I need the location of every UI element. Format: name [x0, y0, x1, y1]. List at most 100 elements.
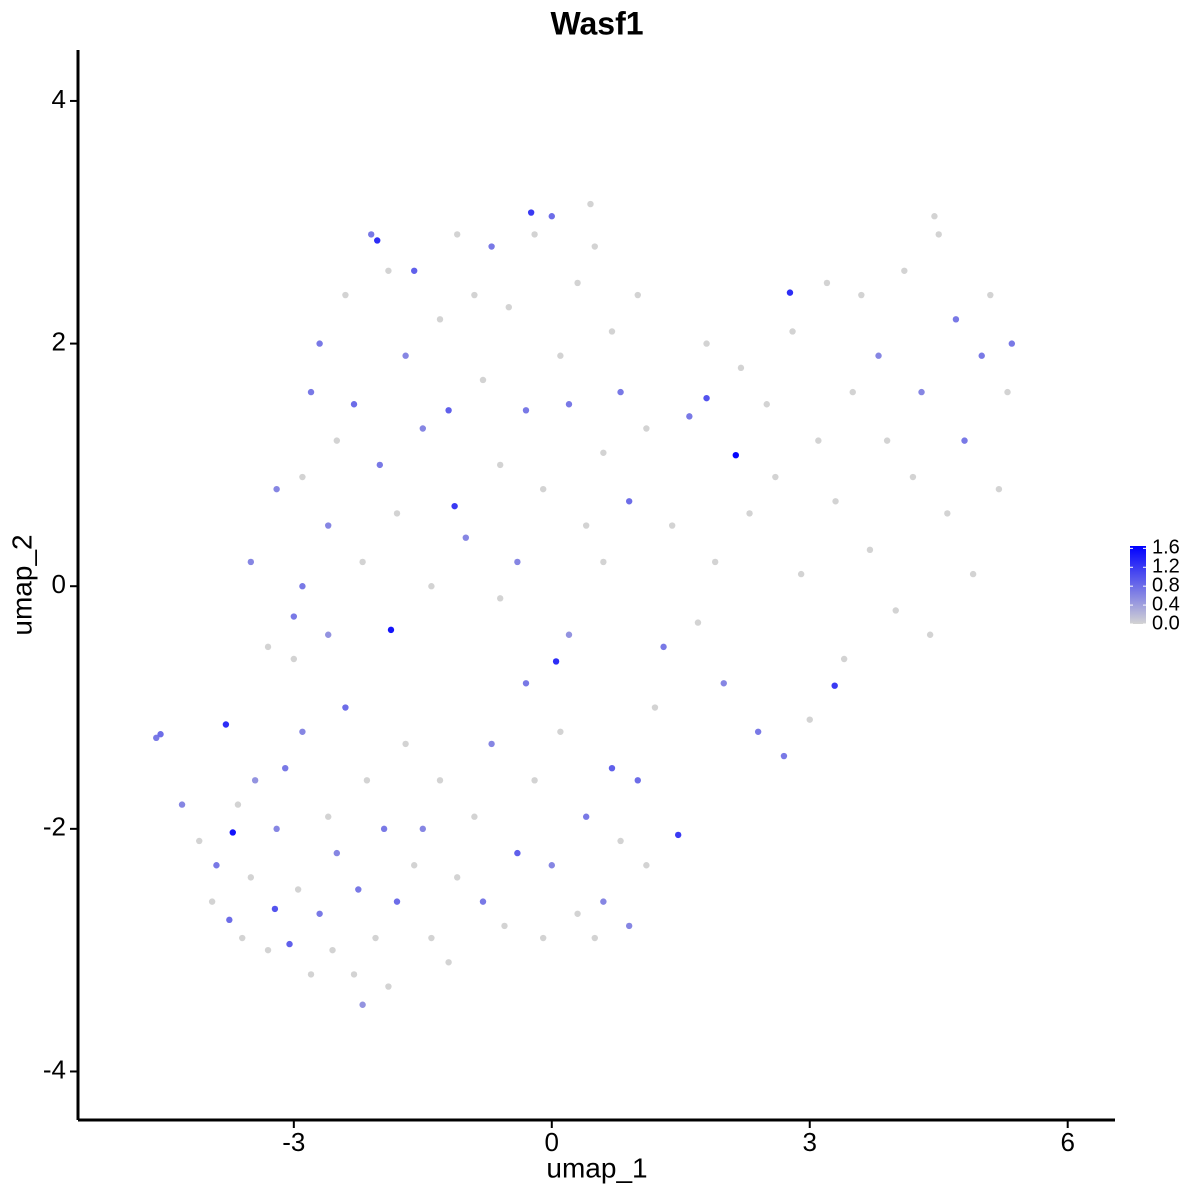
- y-tick-label: 4: [52, 84, 66, 114]
- cell-point: [393, 898, 401, 905]
- cell-point: [557, 728, 564, 735]
- cell-point: [229, 829, 236, 836]
- cell-point: [428, 934, 435, 942]
- cell-point: [273, 485, 280, 493]
- cell-point: [294, 886, 302, 893]
- cell-point: [944, 510, 951, 517]
- cell-point: [222, 721, 230, 728]
- cell-point: [995, 485, 1003, 493]
- cell-point: [307, 388, 315, 396]
- cell-point: [505, 303, 512, 311]
- cell-point: [342, 704, 349, 711]
- colorbar-tick-label: 0.0: [1152, 612, 1180, 634]
- cell-point: [496, 461, 504, 469]
- cell-point: [393, 510, 401, 517]
- cell-point: [359, 1001, 366, 1008]
- cell-point: [660, 643, 667, 651]
- cell-point: [299, 728, 306, 735]
- cell-point: [307, 971, 315, 978]
- cell-point: [445, 959, 452, 966]
- cell-point: [402, 352, 409, 359]
- cell-point: [445, 407, 452, 414]
- cell-point: [372, 934, 379, 942]
- cell-point: [316, 910, 323, 917]
- cell-point: [488, 740, 495, 748]
- cell-point: [479, 898, 487, 905]
- cell-point: [208, 898, 216, 905]
- cell-point: [282, 764, 289, 772]
- cell-point: [703, 394, 710, 402]
- cell-point: [926, 631, 934, 638]
- cell-point: [471, 291, 478, 299]
- cell-point: [454, 231, 461, 238]
- cell-point: [557, 352, 564, 359]
- cell-point: [1008, 340, 1016, 347]
- x-tick-label: 3: [803, 1127, 817, 1157]
- y-tick-label: 0: [52, 569, 66, 599]
- cell-point: [875, 352, 882, 359]
- cell-point: [531, 777, 538, 784]
- cell-point: [496, 595, 504, 602]
- cell-point: [931, 213, 938, 220]
- cell-point: [591, 243, 598, 250]
- cell-point: [952, 316, 960, 323]
- cell-point: [522, 680, 530, 687]
- cell-point: [608, 764, 616, 772]
- cell-point: [786, 289, 794, 296]
- cell-point: [987, 291, 994, 299]
- cell-point: [754, 728, 762, 735]
- cell-point: [668, 522, 676, 529]
- cell-point: [342, 291, 349, 299]
- cell-point: [402, 740, 409, 748]
- cell-point: [1004, 388, 1011, 396]
- cell-point: [462, 534, 470, 541]
- y-tick-label: 2: [52, 326, 66, 356]
- cell-point: [892, 607, 899, 614]
- cell-point: [411, 267, 418, 274]
- cell-point: [213, 862, 220, 869]
- cell-point: [355, 886, 362, 893]
- cell-point: [737, 364, 745, 372]
- cell-point: [385, 267, 392, 274]
- cell-point: [153, 734, 160, 742]
- cell-point: [703, 340, 710, 347]
- cell-point: [374, 237, 381, 244]
- cell-point: [514, 849, 521, 857]
- cell-point: [806, 716, 813, 723]
- cell-point: [247, 558, 255, 566]
- cell-point: [582, 813, 590, 820]
- cell-point: [527, 209, 535, 216]
- cell-point: [763, 401, 770, 408]
- cell-point: [264, 643, 272, 651]
- y-axis-label: umap_2: [6, 534, 37, 635]
- colorbar: [1130, 546, 1146, 624]
- x-tick-label: 0: [545, 1127, 559, 1157]
- cell-point: [316, 340, 323, 347]
- cell-point: [271, 905, 279, 913]
- cell-point: [674, 831, 682, 839]
- cell-point: [157, 731, 164, 738]
- colorbar-tick-label: 0.4: [1152, 593, 1180, 615]
- cell-point: [832, 498, 839, 505]
- cell-point: [591, 934, 598, 942]
- cell-point: [617, 837, 624, 845]
- cell-point: [883, 437, 891, 444]
- cell-point: [694, 619, 702, 626]
- cell-point: [909, 473, 917, 481]
- cell-point: [247, 874, 255, 881]
- cell-point: [419, 425, 427, 432]
- cell-point: [634, 777, 641, 784]
- cell-point: [600, 558, 607, 566]
- cell-point: [385, 983, 392, 990]
- cell-point: [686, 413, 693, 420]
- cell-point: [978, 352, 985, 359]
- cell-point: [350, 971, 358, 978]
- cell-point: [226, 916, 233, 924]
- cell-point: [471, 813, 478, 820]
- colorbar-tick-label: 1.6: [1152, 537, 1180, 559]
- cell-point: [815, 437, 822, 444]
- cell-point: [831, 682, 838, 689]
- cell-point: [574, 910, 581, 917]
- cell-point: [436, 316, 444, 323]
- cell-point: [479, 376, 487, 384]
